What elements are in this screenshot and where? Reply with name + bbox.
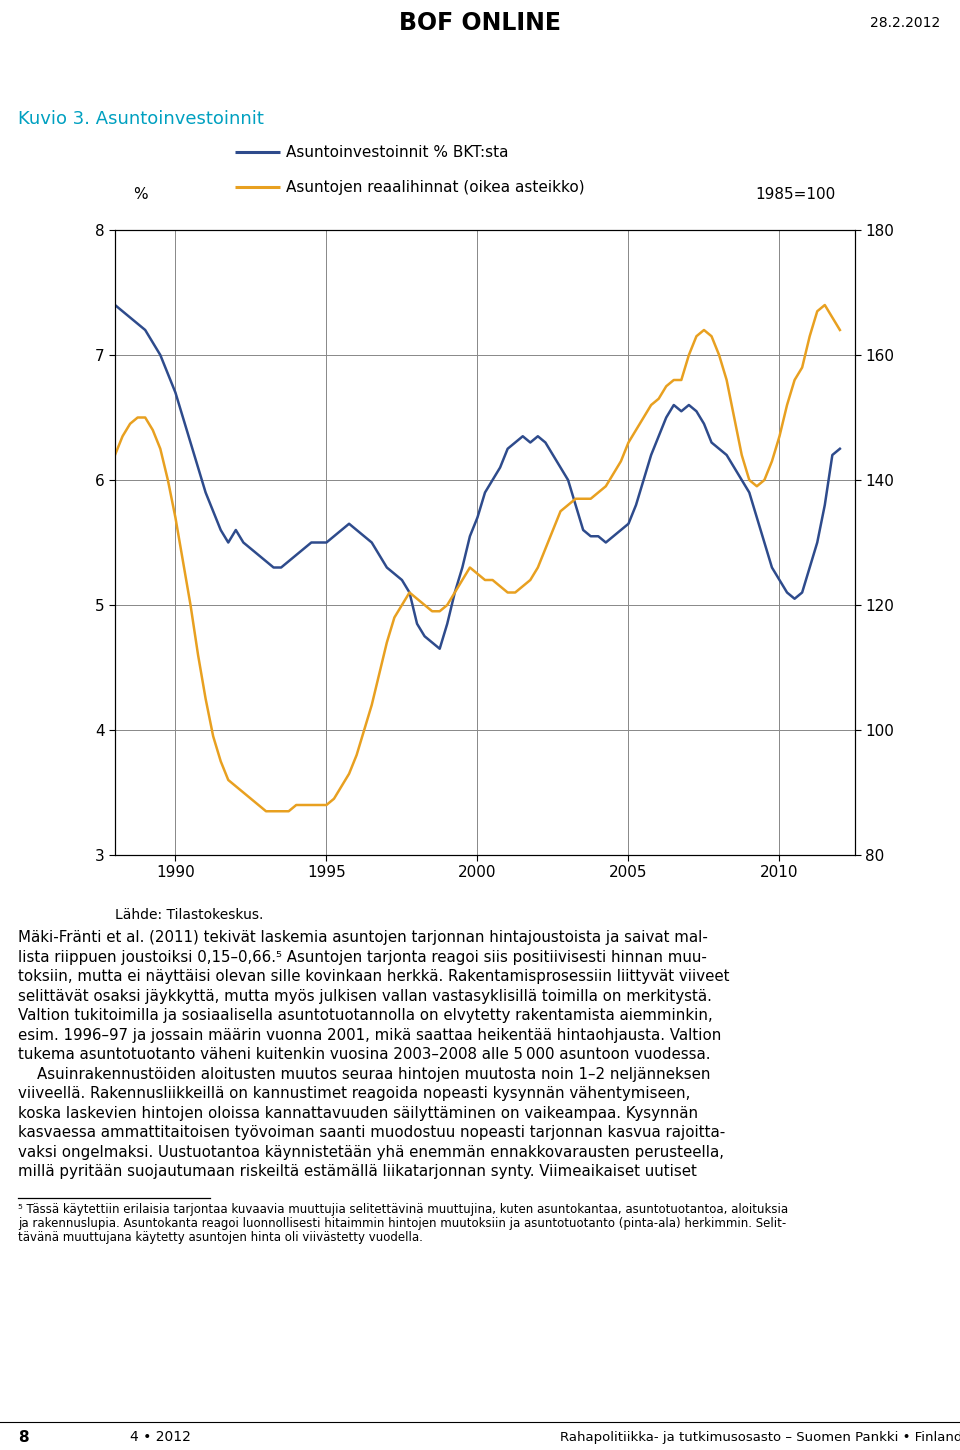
Text: Asuntoinvestoinnit % BKT:sta: Asuntoinvestoinnit % BKT:sta <box>286 145 509 160</box>
Text: BOF ONLINE: BOF ONLINE <box>399 12 561 35</box>
Text: Mäki-Fränti et al. (2011) tekivät laskemia asuntojen tarjonnan hintajoustoista j: Mäki-Fränti et al. (2011) tekivät laskem… <box>18 929 708 945</box>
Text: koska laskevien hintojen oloissa kannattavuuden säilyttäminen on vaikeampaa. Kys: koska laskevien hintojen oloissa kannatt… <box>18 1105 698 1121</box>
Text: millä pyritään suojautumaan riskeiltä estämällä liikatarjonnan synty. Viimeaikai: millä pyritään suojautumaan riskeiltä es… <box>18 1164 697 1179</box>
Text: ⁵ Tässä käytettiin erilaisia tarjontaa kuvaavia muuttujia selitettävinä muuttuji: ⁵ Tässä käytettiin erilaisia tarjontaa k… <box>18 1202 788 1215</box>
Text: esim. 1996–97 ja jossain määrin vuonna 2001, mikä saattaa heikentää hintaohjaust: esim. 1996–97 ja jossain määrin vuonna 2… <box>18 1028 721 1043</box>
Text: toksiin, mutta ei näyttäisi olevan sille kovinkaan herkkä. Rakentamisprosessiin : toksiin, mutta ei näyttäisi olevan sille… <box>18 969 730 985</box>
Text: Kuvio 3. Asuntoinvestoinnit: Kuvio 3. Asuntoinvestoinnit <box>18 110 264 128</box>
Text: viiveellä. Rakennusliikkeillä on kannustimet reagoida nopeasti kysynnän vähentym: viiveellä. Rakennusliikkeillä on kannust… <box>18 1086 690 1101</box>
Text: 1985=100: 1985=100 <box>756 187 835 202</box>
Text: 8: 8 <box>18 1430 29 1444</box>
Text: Asuinrakennustöiden aloitusten muutos seuraa hintojen muutosta noin 1–2 neljänne: Asuinrakennustöiden aloitusten muutos se… <box>18 1067 710 1082</box>
Text: 4 • 2012: 4 • 2012 <box>130 1430 191 1444</box>
Text: Valtion tukitoimilla ja sosiaalisella asuntotuotannolla on elvytetty rakentamist: Valtion tukitoimilla ja sosiaalisella as… <box>18 1008 712 1024</box>
Text: tävänä muuttujana käytetty asuntojen hinta oli viivästetty vuodella.: tävänä muuttujana käytetty asuntojen hin… <box>18 1231 422 1244</box>
Text: ja rakennuslupia. Asuntokanta reagoi luonnollisesti hitaimmin hintojen muutoksii: ja rakennuslupia. Asuntokanta reagoi luo… <box>18 1217 786 1230</box>
Text: kasvaessa ammattitaitoisen työvoiman saanti muodostuu nopeasti tarjonnan kasvua : kasvaessa ammattitaitoisen työvoiman saa… <box>18 1125 725 1140</box>
Text: tukema asuntotuotanto väheni kuitenkin vuosina 2003–2008 alle 5 000 asuntoon vuo: tukema asuntotuotanto väheni kuitenkin v… <box>18 1047 710 1061</box>
Text: lista riippuen joustoiksi 0,15–0,66.⁵ Asuntojen tarjonta reagoi siis positiivise: lista riippuen joustoiksi 0,15–0,66.⁵ As… <box>18 950 707 964</box>
Text: vaksi ongelmaksi. Uustuotantoa käynnistetään yhä enemmän ennakkovarausten perust: vaksi ongelmaksi. Uustuotantoa käynniste… <box>18 1144 724 1160</box>
Text: Rahapolitiikka- ja tutkimusosasto – Suomen Pankki • Finlands Bank: Rahapolitiikka- ja tutkimusosasto – Suom… <box>560 1431 960 1444</box>
Text: Lähde: Tilastokeskus.: Lähde: Tilastokeskus. <box>115 908 263 922</box>
Text: selittävät osaksi jäykkyttä, mutta myös julkisen vallan vastasyklisillä toimilla: selittävät osaksi jäykkyttä, mutta myös … <box>18 989 712 1003</box>
Text: %: % <box>133 187 148 202</box>
Text: 28.2.2012: 28.2.2012 <box>870 16 940 30</box>
Text: Asuntojen reaalihinnat (oikea asteikko): Asuntojen reaalihinnat (oikea asteikko) <box>286 180 585 194</box>
